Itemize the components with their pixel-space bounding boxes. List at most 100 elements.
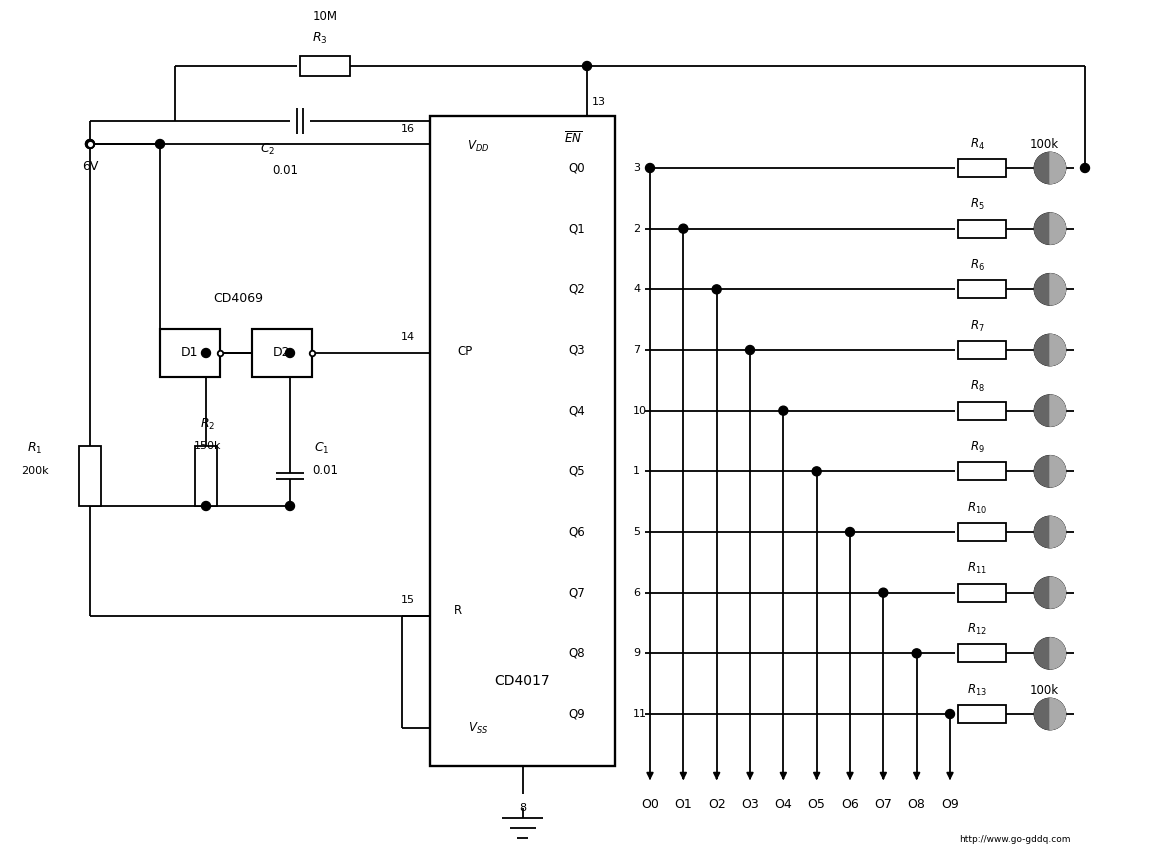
Text: $V_{SS}$: $V_{SS}$ — [468, 721, 488, 735]
Text: 9: 9 — [633, 648, 640, 659]
Circle shape — [779, 406, 788, 415]
Circle shape — [679, 224, 687, 233]
Text: 200k: 200k — [21, 466, 49, 476]
Polygon shape — [1035, 577, 1050, 608]
Text: O0: O0 — [641, 798, 659, 812]
Polygon shape — [1050, 395, 1066, 426]
Bar — [79, 446, 101, 506]
Bar — [958, 584, 1007, 602]
Text: $C_1$: $C_1$ — [315, 441, 330, 455]
Text: O6: O6 — [841, 798, 859, 812]
Text: 8: 8 — [518, 803, 527, 813]
Text: $R_5$: $R_5$ — [969, 197, 984, 212]
Polygon shape — [1050, 152, 1066, 183]
Text: $V_{DD}$: $V_{DD}$ — [467, 139, 489, 153]
Text: 0.01: 0.01 — [312, 464, 338, 478]
Text: O4: O4 — [775, 798, 792, 812]
Polygon shape — [1050, 638, 1066, 669]
Text: $R_8$: $R_8$ — [969, 379, 984, 394]
Circle shape — [582, 61, 592, 71]
Text: Q0: Q0 — [569, 162, 585, 175]
Bar — [958, 705, 1007, 723]
Text: Q8: Q8 — [569, 647, 585, 660]
Text: D2: D2 — [274, 346, 291, 360]
Bar — [252, 329, 312, 377]
Text: $R_{11}$: $R_{11}$ — [967, 561, 987, 576]
Text: O1: O1 — [675, 798, 692, 812]
Circle shape — [878, 588, 888, 598]
Text: $R_2$: $R_2$ — [200, 417, 216, 431]
Polygon shape — [1035, 455, 1050, 486]
Text: O9: O9 — [941, 798, 959, 812]
Polygon shape — [1050, 335, 1066, 366]
Text: 4: 4 — [633, 284, 640, 294]
Text: 16: 16 — [401, 124, 415, 134]
Text: O3: O3 — [741, 798, 758, 812]
Polygon shape — [1035, 274, 1050, 305]
Circle shape — [202, 501, 211, 511]
Text: $R_4$: $R_4$ — [969, 136, 984, 152]
Bar — [195, 446, 217, 506]
Text: Q7: Q7 — [569, 586, 585, 599]
Text: Q9: Q9 — [569, 708, 585, 721]
Circle shape — [746, 345, 755, 355]
Circle shape — [202, 349, 211, 357]
Text: R: R — [454, 604, 463, 617]
Polygon shape — [1050, 455, 1066, 486]
Circle shape — [912, 649, 922, 658]
Text: Q2: Q2 — [569, 282, 585, 296]
Bar — [958, 341, 1007, 359]
Circle shape — [155, 139, 164, 148]
Text: Q6: Q6 — [569, 525, 585, 538]
Text: $R_3$: $R_3$ — [312, 30, 327, 46]
Text: CP: CP — [458, 345, 473, 358]
Circle shape — [946, 709, 954, 718]
Text: 150k: 150k — [195, 441, 221, 451]
Text: Q1: Q1 — [569, 222, 585, 235]
Bar — [958, 462, 1007, 480]
Text: Q4: Q4 — [569, 404, 585, 418]
Text: $R_{12}$: $R_{12}$ — [967, 622, 987, 637]
Text: 100k: 100k — [1030, 684, 1059, 697]
Text: D1: D1 — [182, 346, 199, 360]
Polygon shape — [1035, 517, 1050, 548]
Bar — [958, 523, 1007, 541]
Text: $R_1$: $R_1$ — [27, 441, 43, 455]
Polygon shape — [1035, 214, 1050, 245]
Text: CD4069: CD4069 — [213, 293, 263, 306]
Text: CD4017: CD4017 — [495, 674, 550, 688]
Text: O2: O2 — [708, 798, 726, 812]
Text: 0.01: 0.01 — [271, 164, 298, 177]
Text: O7: O7 — [875, 798, 892, 812]
Circle shape — [1080, 164, 1089, 172]
Bar — [958, 644, 1007, 662]
Circle shape — [645, 164, 655, 172]
Polygon shape — [1050, 517, 1066, 548]
Text: 3: 3 — [633, 163, 640, 173]
Circle shape — [712, 285, 721, 294]
Polygon shape — [1035, 152, 1050, 183]
Text: 14: 14 — [401, 332, 415, 342]
Text: 6V: 6V — [82, 159, 98, 172]
Text: 10: 10 — [633, 406, 647, 416]
Text: 11: 11 — [633, 709, 647, 719]
Polygon shape — [1050, 698, 1066, 729]
Circle shape — [85, 139, 94, 148]
Circle shape — [285, 501, 295, 511]
Text: 5: 5 — [633, 527, 640, 537]
Polygon shape — [1035, 698, 1050, 729]
Bar — [301, 56, 350, 76]
Polygon shape — [1050, 577, 1066, 608]
Text: 15: 15 — [401, 595, 415, 605]
Text: Q3: Q3 — [569, 344, 585, 356]
Bar — [958, 220, 1007, 238]
Text: Q5: Q5 — [569, 465, 585, 478]
Text: 2: 2 — [633, 224, 640, 233]
Text: O8: O8 — [908, 798, 926, 812]
Text: 1: 1 — [633, 467, 640, 476]
Polygon shape — [1050, 214, 1066, 245]
Bar — [958, 281, 1007, 298]
Bar — [958, 159, 1007, 177]
Text: 10M: 10M — [312, 9, 338, 22]
Text: $R_7$: $R_7$ — [969, 319, 984, 333]
